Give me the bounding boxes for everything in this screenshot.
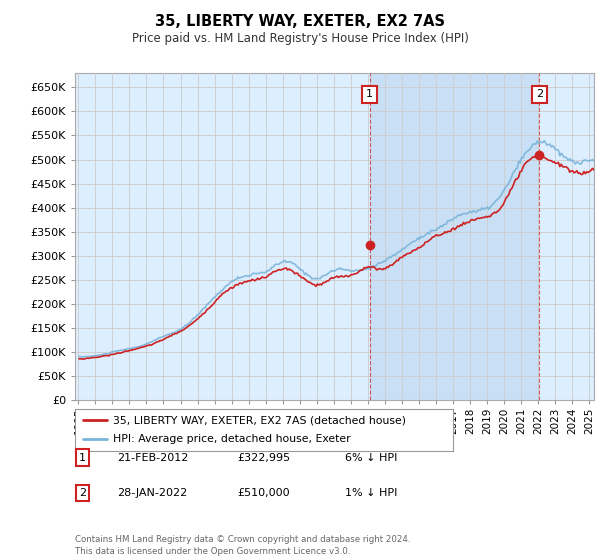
Text: £510,000: £510,000 xyxy=(237,488,290,498)
Text: 6% ↓ HPI: 6% ↓ HPI xyxy=(345,452,397,463)
Text: 2: 2 xyxy=(536,90,543,100)
Text: Contains HM Land Registry data © Crown copyright and database right 2024.
This d: Contains HM Land Registry data © Crown c… xyxy=(75,535,410,556)
Text: 28-JAN-2022: 28-JAN-2022 xyxy=(117,488,187,498)
Text: HPI: Average price, detached house, Exeter: HPI: Average price, detached house, Exet… xyxy=(113,435,350,445)
Text: 35, LIBERTY WAY, EXETER, EX2 7AS: 35, LIBERTY WAY, EXETER, EX2 7AS xyxy=(155,14,445,29)
Bar xyxy=(370,73,539,400)
Text: 1: 1 xyxy=(79,452,86,463)
Text: £322,995: £322,995 xyxy=(237,452,290,463)
Text: 1% ↓ HPI: 1% ↓ HPI xyxy=(345,488,397,498)
Text: Price paid vs. HM Land Registry's House Price Index (HPI): Price paid vs. HM Land Registry's House … xyxy=(131,32,469,45)
Text: 35, LIBERTY WAY, EXETER, EX2 7AS (detached house): 35, LIBERTY WAY, EXETER, EX2 7AS (detach… xyxy=(113,415,406,425)
Text: 2: 2 xyxy=(79,488,86,498)
Text: 21-FEB-2012: 21-FEB-2012 xyxy=(117,452,188,463)
Text: 1: 1 xyxy=(366,90,373,100)
